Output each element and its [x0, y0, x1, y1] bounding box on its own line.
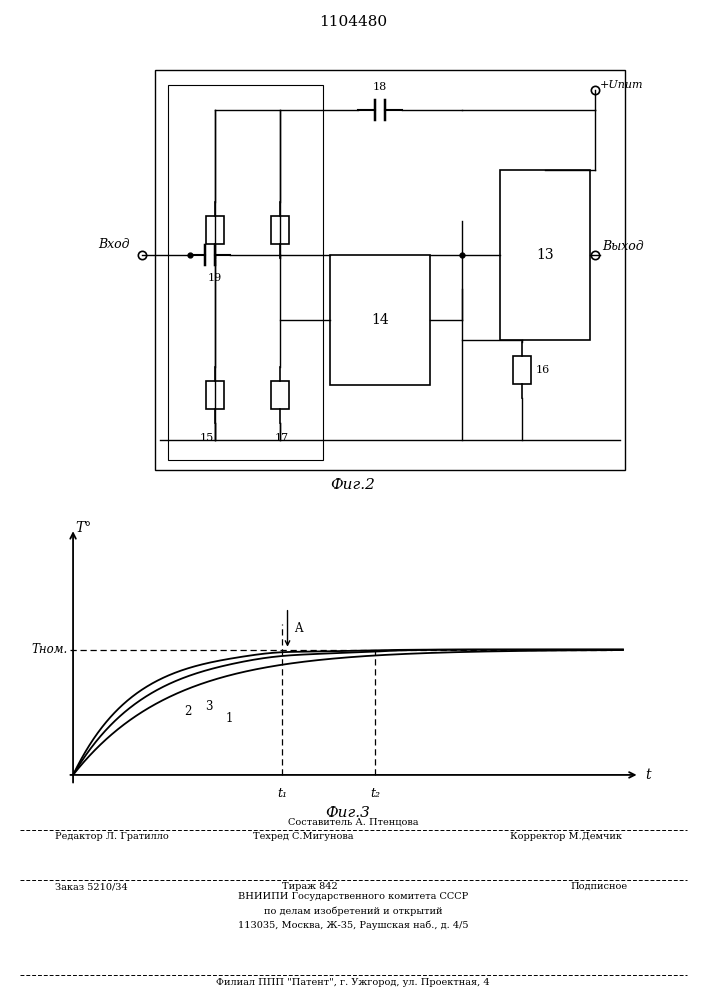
- Text: Филиал ППП "Патент", г. Ужгород, ул. Проектная, 4: Филиал ППП "Патент", г. Ужгород, ул. Про…: [216, 978, 490, 987]
- Text: +Uпит: +Uпит: [600, 80, 643, 90]
- Text: t₂: t₂: [370, 787, 380, 800]
- Text: A: A: [294, 622, 303, 635]
- Bar: [513, 356, 531, 384]
- Text: 17: 17: [275, 433, 289, 443]
- Bar: [168, 85, 323, 460]
- Text: Составитель А. Птенцова: Составитель А. Птенцова: [288, 818, 419, 827]
- Text: 113035, Москва, Ж-35, Раушская наб., д. 4/5: 113035, Москва, Ж-35, Раушская наб., д. …: [238, 920, 468, 930]
- Text: 1: 1: [226, 712, 233, 725]
- Text: 19: 19: [208, 273, 222, 283]
- Text: t₁: t₁: [277, 787, 287, 800]
- Bar: [330, 255, 430, 385]
- Text: 16: 16: [536, 365, 550, 375]
- Bar: [500, 170, 590, 340]
- Text: Заказ 5210/34: Заказ 5210/34: [55, 882, 128, 891]
- Bar: [155, 70, 625, 470]
- Text: Фиг.2: Фиг.2: [331, 478, 375, 492]
- Text: Фиг.3: Фиг.3: [325, 806, 370, 820]
- Text: 14: 14: [371, 313, 389, 327]
- Text: Техред С.Мигунова: Техред С.Мигунова: [253, 832, 354, 841]
- Text: 15: 15: [200, 433, 214, 443]
- Text: 18: 18: [373, 82, 387, 92]
- Text: 1104480: 1104480: [319, 15, 387, 29]
- Text: Подписное: Подписное: [570, 882, 627, 891]
- Text: Tном.: Tном.: [31, 643, 68, 656]
- Text: 13: 13: [536, 248, 554, 262]
- Text: Тираж 842: Тираж 842: [282, 882, 338, 891]
- Bar: [206, 216, 224, 244]
- Text: по делам изобретений и открытий: по делам изобретений и открытий: [264, 906, 443, 916]
- Bar: [206, 381, 224, 409]
- Text: Редактор Л. Гратилло: Редактор Л. Гратилло: [55, 832, 169, 841]
- Bar: [271, 216, 289, 244]
- Text: t: t: [645, 768, 650, 782]
- Bar: [271, 381, 289, 409]
- Text: Вход: Вход: [98, 238, 130, 251]
- Text: 2: 2: [185, 705, 192, 718]
- Text: Корректор М.Демчик: Корректор М.Демчик: [510, 832, 622, 841]
- Text: ВНИИПИ Государственного комитета СССР: ВНИИПИ Государственного комитета СССР: [238, 892, 468, 901]
- Text: 3: 3: [205, 700, 213, 713]
- Text: T°: T°: [76, 521, 92, 535]
- Text: Выход: Выход: [602, 240, 643, 253]
